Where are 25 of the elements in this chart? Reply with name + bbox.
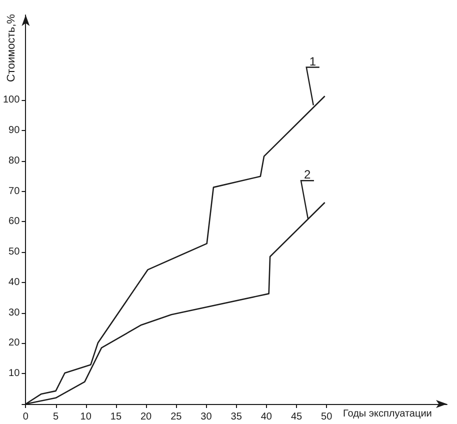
y-tick-label: 100 <box>2 94 20 106</box>
x-tick-label: 50 <box>321 412 333 422</box>
x-tick-label: 5 <box>52 412 59 422</box>
y-tick-label: 90 <box>8 124 20 136</box>
y-tick-label: 10 <box>8 368 20 380</box>
x-tick-label: 35 <box>230 412 242 422</box>
x-tick-label: 45 <box>290 412 303 422</box>
x-axis-title: Годы эксплуатации <box>343 408 432 420</box>
y-tick-label: 70 <box>8 186 20 197</box>
y-tick-label: 40 <box>8 276 20 288</box>
y-tick-label: 50 <box>8 246 20 258</box>
x-tick-label: 30 <box>200 412 212 422</box>
y-tick-label: 30 <box>8 307 20 318</box>
y-tick-label: 80 <box>8 155 20 166</box>
x-tick-label: 40 <box>260 412 272 422</box>
x-tick-label: 25 <box>170 412 182 422</box>
y-tick-label: 60 <box>8 216 20 228</box>
x-tick-label: 15 <box>110 412 122 422</box>
annotation: 1 <box>309 54 316 68</box>
annotation: 2 <box>304 168 311 182</box>
x-tick-label: 10 <box>80 412 92 422</box>
y-tick-label: 20 <box>8 338 20 349</box>
x-tick-label: 0 <box>22 412 29 422</box>
y-axis-title: Стоимость,% <box>6 14 18 82</box>
x-tick-label: 20 <box>140 412 152 422</box>
